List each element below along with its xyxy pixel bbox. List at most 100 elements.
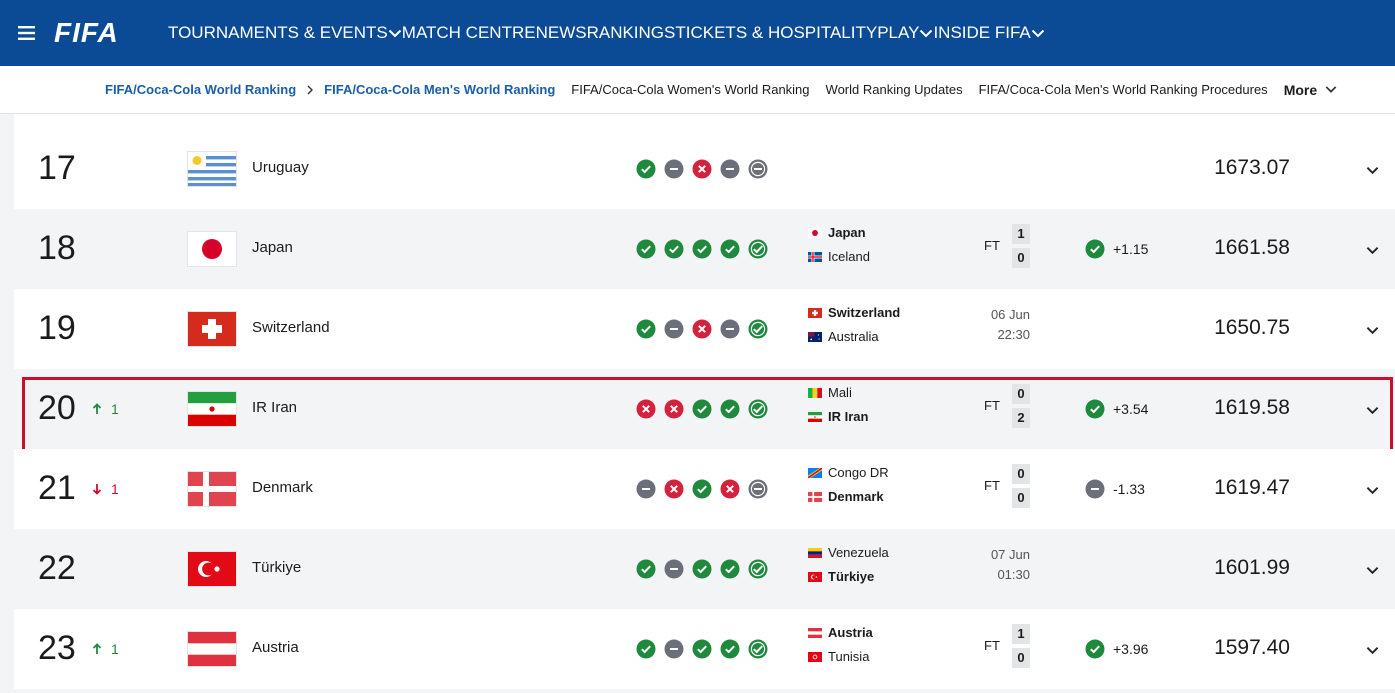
chevron[interactable]: [919, 29, 933, 38]
nav-item[interactable]: NEWS: [536, 23, 587, 43]
ranking-row[interactable]: 17 Uruguay 1673.07: [14, 129, 1395, 209]
team-name[interactable]: Japan: [252, 239, 293, 256]
form-icon: [692, 399, 712, 419]
chevron[interactable]: [1366, 486, 1379, 495]
result-icon: [1085, 639, 1105, 664]
match-team-name: IR Iran: [828, 409, 869, 424]
sub-nav: FIFA/Coca-Cola World Ranking FIFA/Coca-Co…: [0, 66, 1395, 114]
match-team: Switzerland: [808, 305, 900, 320]
result-icon: [1085, 239, 1105, 264]
match-team: Türkiye: [808, 569, 874, 584]
team-name[interactable]: Uruguay: [252, 159, 309, 176]
rank-change: 1: [92, 641, 119, 657]
arrow-up: [92, 643, 102, 654]
nav-label[interactable]: INSIDE FIFA: [933, 23, 1031, 42]
flag: [188, 472, 236, 506]
form-icon: [636, 159, 656, 179]
flag: [808, 491, 822, 502]
table-top: [14, 114, 1395, 129]
menu-icon[interactable]: [18, 26, 35, 40]
chevron[interactable]: [1031, 29, 1045, 38]
rank-change: 1: [92, 401, 119, 417]
chevron[interactable]: [1366, 646, 1379, 655]
match-team-name: Denmark: [828, 489, 884, 504]
form: [634, 557, 784, 586]
ranking-row[interactable]: 20 1 IR Iran Mali IR Iran FT 0 2 +3.54 1619.58: [14, 369, 1395, 453]
chevron[interactable]: [1366, 406, 1379, 415]
form-icon: [664, 639, 684, 659]
more-button[interactable]: More: [1283, 81, 1318, 98]
form-icon: [692, 159, 712, 179]
expand[interactable]: [1366, 242, 1379, 260]
ranking-row[interactable]: 18 Japan Japan Iceland FT 1 0 +1.15 1661.58: [14, 209, 1395, 289]
nav-item[interactable]: TOURNAMENTS & EVENTS: [168, 23, 402, 43]
team-name[interactable]: IR Iran: [252, 399, 298, 416]
breadcrumb-link[interactable]: FIFA/Coca-Cola Men's World Ranking: [324, 82, 556, 97]
chevron[interactable]: [1366, 166, 1379, 175]
rank-change-value: 1: [111, 481, 119, 497]
chevron[interactable]: [1325, 85, 1337, 94]
expand[interactable]: [1366, 162, 1379, 180]
form-icon: [720, 639, 740, 659]
form-icon: [720, 159, 740, 179]
ranking-row[interactable]: 19 Switzerland Switzerland Australia 06 Jun 2…: [14, 289, 1395, 369]
ranking-row[interactable]: 23 1 Austria Austria Tunisia FT 1 0 +3.96 1597.40: [14, 609, 1395, 689]
match-team-name: Austria: [828, 625, 873, 640]
nav-item[interactable]: RANKINGS: [587, 23, 676, 43]
form-icon: [692, 319, 712, 339]
match-team: Australia: [808, 329, 879, 344]
form-icon: [748, 319, 768, 339]
nav-label[interactable]: RANKINGS: [586, 23, 676, 42]
expand[interactable]: [1366, 562, 1379, 580]
team-flag: [188, 312, 236, 351]
form-icon: [636, 479, 656, 499]
match-team: Venezuela: [808, 545, 889, 560]
breadcrumb-link[interactable]: FIFA/Coca-Cola World Ranking: [105, 82, 297, 97]
sub-nav-link[interactable]: FIFA/Coca-Cola Men's World Ranking Proce…: [978, 82, 1268, 97]
nav-item[interactable]: MATCH CENTRE: [402, 23, 536, 43]
ranking-row[interactable]: 21 1 Denmark Congo DR Denmark FT 0 0 -1.33 1619.4…: [14, 449, 1395, 529]
points: 1619.47: [1214, 476, 1290, 499]
form-icon: [664, 239, 684, 259]
flag: [808, 307, 822, 318]
form-icon: [636, 399, 656, 419]
form-icon: [636, 239, 656, 259]
match-team-name: Japan: [828, 225, 866, 240]
nav-label[interactable]: TOURNAMENTS & EVENTS: [168, 23, 388, 42]
expand[interactable]: [1366, 482, 1379, 500]
chevron[interactable]: [388, 29, 402, 38]
rank-change-value: 1: [111, 641, 119, 657]
score: 0: [1012, 248, 1030, 268]
expand[interactable]: [1366, 322, 1379, 340]
nav-label[interactable]: MATCH CENTRE: [401, 23, 536, 42]
nav-item[interactable]: PLAY: [877, 23, 933, 43]
match-time: 22:30: [997, 327, 1030, 342]
chevron[interactable]: [1366, 246, 1379, 255]
points: 1673.07: [1214, 156, 1290, 179]
nav-label[interactable]: PLAY: [877, 23, 920, 42]
nav-item[interactable]: INSIDE FIFA: [933, 23, 1044, 43]
team-name[interactable]: Türkiye: [252, 559, 302, 576]
form-icons: [636, 239, 768, 259]
sub-nav-link[interactable]: World Ranking Updates: [825, 82, 963, 97]
team-name[interactable]: Austria: [252, 639, 299, 656]
team-name[interactable]: Switzerland: [252, 319, 330, 336]
form-icon: [748, 479, 768, 499]
chevron[interactable]: [1366, 566, 1379, 575]
team-flag: [188, 152, 236, 191]
logo[interactable]: FIFA: [54, 17, 119, 48]
match-date: 06 Jun: [990, 307, 1030, 322]
separator: [307, 85, 314, 94]
expand[interactable]: [1366, 402, 1379, 420]
ranking-row[interactable]: 22 Türkiye Venezuela Türkiye 07 Jun 01:30 1601…: [14, 529, 1395, 609]
team-name[interactable]: Denmark: [252, 479, 313, 496]
form-icon: [720, 479, 740, 499]
chevron[interactable]: [1366, 326, 1379, 335]
flag: [188, 152, 236, 187]
nav-item[interactable]: TICKETS & HOSPITALITY: [675, 23, 877, 43]
sub-nav-link[interactable]: FIFA/Coca-Cola Women's World Ranking: [571, 82, 810, 97]
expand[interactable]: [1366, 642, 1379, 660]
nav-label[interactable]: TICKETS & HOSPITALITY: [675, 23, 878, 42]
nav-label[interactable]: NEWS: [535, 23, 587, 42]
